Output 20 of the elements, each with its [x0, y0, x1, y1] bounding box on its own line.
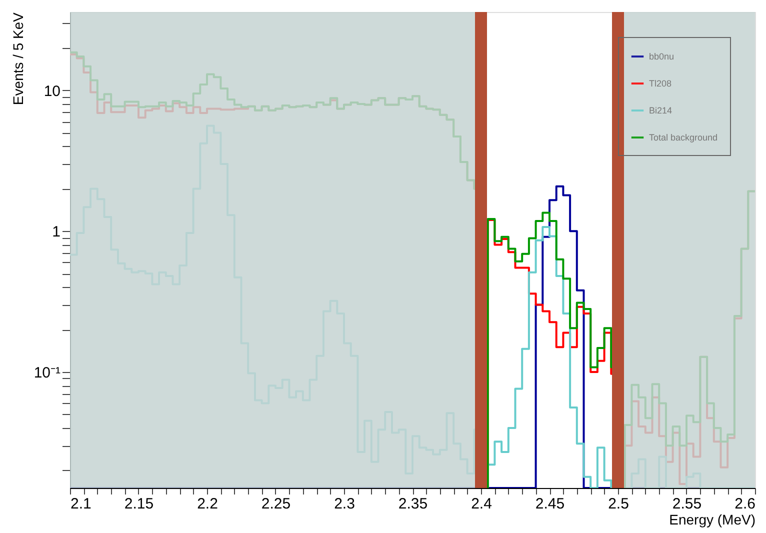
x-tick-label: 2.15	[124, 496, 154, 512]
legend-label: bb0nu	[649, 52, 674, 62]
y-tick-label: 10⁻¹	[34, 364, 60, 382]
x-tick-label: 2.55	[672, 496, 702, 512]
x-axis-title: Energy (MeV)	[669, 512, 756, 528]
x-tick-label: 2.5	[608, 496, 629, 512]
x-tick-label: 2.2	[197, 496, 218, 512]
x-tick-label: 2.1	[70, 496, 92, 512]
x-tick-label: 2.35	[398, 496, 428, 512]
x-tick-label: 2.4	[471, 496, 492, 512]
x-tick-label: 2.25	[261, 496, 291, 512]
x-tick-label: 2.45	[535, 496, 565, 512]
y-tick-label: 1	[52, 224, 60, 241]
y-tick-label: 10	[44, 82, 60, 100]
legend-label: Tl208	[649, 78, 672, 88]
y-axis-title: Events / 5 KeV	[10, 12, 26, 106]
x-tick-label: 2.3	[334, 496, 355, 512]
legend-label: Total background	[649, 132, 718, 142]
x-tick-label: 2.6	[734, 496, 756, 512]
legend-label: Bi214	[649, 106, 672, 116]
